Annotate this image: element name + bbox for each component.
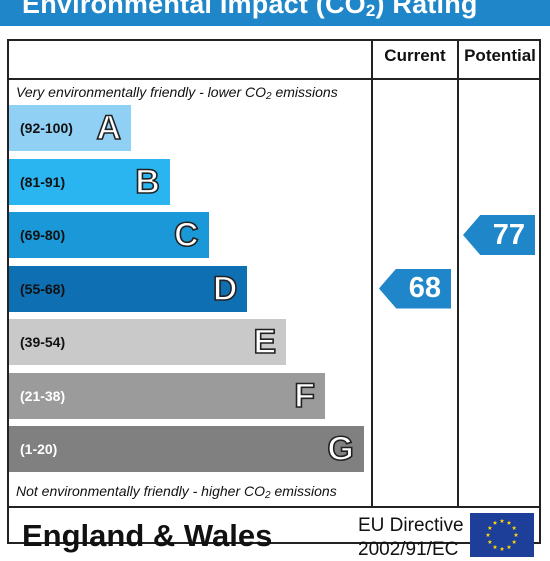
eu-directive-line1: EU Directive: [358, 515, 464, 536]
eu-star-icon: [485, 532, 491, 537]
current-column-divider: [371, 39, 373, 508]
top-note: Very environmentally friendly - lower CO…: [16, 84, 338, 102]
footer-row-divider: [7, 506, 541, 508]
eu-star-icon: [487, 525, 493, 530]
current-rating-arrow: 68: [379, 268, 451, 309]
band-range-label: (69-80): [20, 227, 66, 243]
band-letter-label: E: [253, 323, 277, 361]
band-range-label: (92-100): [20, 120, 73, 136]
eu-star-icon: [492, 520, 498, 525]
eu-star-icon: [492, 544, 498, 550]
eu-star-icon: [513, 532, 519, 537]
eu-star-icon: [511, 525, 517, 530]
band-a: (92-100) A: [9, 105, 131, 151]
band-range-label: (21-38): [20, 387, 66, 404]
band-letter-label: C: [173, 216, 199, 254]
band-letter-label: A: [96, 109, 122, 147]
band-c: (69-80) C: [9, 212, 209, 258]
eu-star-icon: [506, 520, 512, 525]
potential-column-header: Potential: [464, 46, 536, 65]
current-rating-value: 68: [408, 272, 441, 304]
potential-column-divider: [457, 39, 459, 508]
rating-frame: [7, 39, 541, 544]
header-row-divider: [7, 78, 541, 80]
band-range-label: (55-68): [20, 280, 66, 297]
band-letter-label: D: [212, 269, 238, 308]
eu-star-icon: [511, 539, 517, 544]
eu-star-icon: [499, 546, 505, 551]
bottom-note: Not environmentally friendly - higher CO…: [16, 483, 337, 501]
band-range-label: (81-91): [20, 173, 66, 190]
band-letter-label: B: [134, 162, 160, 201]
band-range-label: (39-54): [20, 334, 66, 350]
potential-rating-value: 77: [492, 218, 525, 251]
band-e: (39-54) E: [9, 319, 287, 365]
title-banner: Environmental Impact (CO2) Rating: [0, 0, 550, 26]
band-b: (81-91) B: [9, 158, 170, 205]
chart-title: Environmental Impact (CO2) Rating: [22, 0, 478, 20]
band-g: (1-20) G: [9, 426, 364, 472]
band-f: (21-38) F: [9, 372, 325, 419]
band-letter-label: F: [293, 376, 315, 415]
region-title: England & Wales: [22, 518, 273, 553]
eu-star-icon: [487, 539, 493, 544]
potential-rating-arrow: 77: [463, 215, 535, 255]
band-d: (55-68) D: [9, 265, 248, 312]
eu-star-icon: [499, 518, 505, 523]
eu-star-icon: [506, 544, 512, 550]
band-letter-label: G: [327, 430, 355, 468]
eu-flag-icon: [470, 513, 534, 557]
band-range-label: (1-20): [20, 441, 58, 457]
eu-directive-line2: 2002/91/EC: [358, 539, 459, 560]
current-column-header: Current: [384, 46, 446, 65]
